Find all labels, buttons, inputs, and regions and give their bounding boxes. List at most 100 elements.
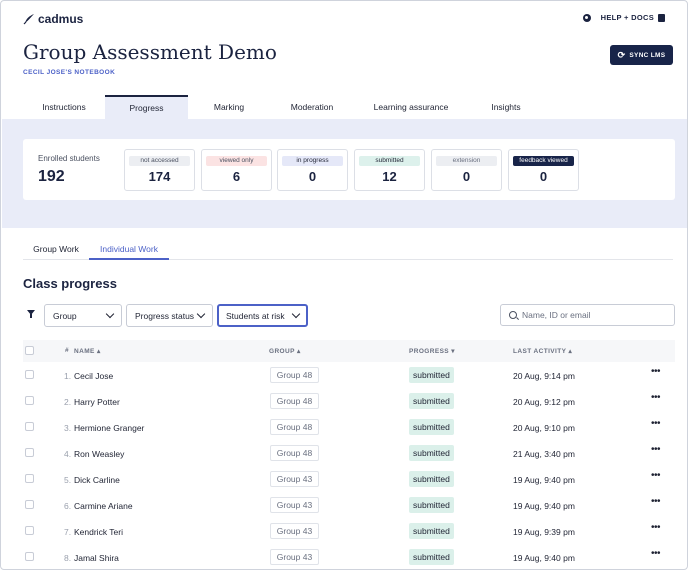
group-pill[interactable]: Group 48	[270, 367, 319, 383]
stat-label: not accessed	[129, 156, 190, 166]
col-last-activity[interactable]: LAST ACTIVITY ▴	[513, 347, 572, 355]
student-name[interactable]: Harry Potter	[74, 397, 120, 407]
row-checkbox[interactable]	[25, 552, 34, 561]
row-checkbox[interactable]	[25, 474, 34, 483]
header-actions: HELP + DOCS	[582, 13, 665, 22]
tab-marking[interactable]: Marking	[213, 102, 245, 112]
cadmus-logo[interactable]: cadmus	[23, 12, 83, 26]
last-activity: 20 Aug, 9:12 pm	[513, 397, 575, 407]
student-name[interactable]: Carmine Ariane	[74, 501, 133, 511]
group-pill[interactable]: Group 48	[270, 393, 319, 409]
group-pill[interactable]: Group 43	[270, 497, 319, 513]
notebook-link[interactable]: CECIL JOSE'S NOTEBOOK	[23, 69, 116, 76]
progress-status-pill: submitted	[409, 419, 454, 435]
more-actions-icon[interactable]: •••	[651, 418, 661, 429]
group-filter-dropdown[interactable]: Group	[44, 304, 122, 327]
tab-group-work[interactable]: Group Work	[33, 244, 79, 254]
table-row[interactable]: 3. Hermione Granger Group 48 submitted 2…	[23, 415, 675, 441]
search-input[interactable]	[522, 310, 662, 320]
group-pill[interactable]: Group 43	[270, 471, 319, 487]
student-name[interactable]: Cecil Jose	[74, 371, 114, 381]
chevron-down-icon	[196, 309, 206, 318]
table-row[interactable]: 8. Jamal Shira Group 43 submitted 19 Aug…	[23, 545, 675, 569]
more-actions-icon[interactable]: •••	[651, 496, 661, 507]
row-checkbox[interactable]	[25, 448, 34, 457]
stat-value: 0	[308, 169, 317, 184]
row-checkbox[interactable]	[25, 500, 34, 509]
stat-label: submitted	[359, 156, 420, 166]
stat-value: 0	[462, 169, 471, 184]
stat-submitted[interactable]: submitted 12	[354, 149, 425, 191]
table-row[interactable]: 7. Kendrick Teri Group 43 submitted 19 A…	[23, 519, 675, 545]
stat-feedback-viewed[interactable]: feedback viewed 0	[508, 149, 579, 191]
tab-moderation[interactable]: Moderation	[290, 102, 334, 112]
table-row[interactable]: 1. Cecil Jose Group 48 submitted 20 Aug,…	[23, 363, 675, 389]
row-checkbox[interactable]	[25, 396, 34, 405]
col-group[interactable]: GROUP ▴	[269, 347, 301, 355]
stat-label: in progress	[282, 156, 343, 166]
student-name[interactable]: Dick Carline	[74, 475, 120, 485]
students-at-risk-dropdown[interactable]: Students at risk	[217, 304, 308, 327]
row-checkbox[interactable]	[25, 370, 34, 379]
table-row[interactable]: 4. Ron Weasley Group 48 submitted 21 Aug…	[23, 441, 675, 467]
student-name[interactable]: Jamal Shira	[74, 553, 119, 563]
students-at-risk-label: Students at risk	[226, 310, 285, 321]
col-name[interactable]: NAME ▴	[74, 347, 101, 355]
table-row[interactable]: 6. Carmine Ariane Group 43 submitted 19 …	[23, 493, 675, 519]
tab-learning-assurance[interactable]: Learning assurance	[373, 102, 449, 112]
stat-not-accessed[interactable]: not accessed 174	[124, 149, 195, 191]
group-pill[interactable]: Group 43	[270, 549, 319, 565]
last-activity: 19 Aug, 9:40 pm	[513, 501, 575, 511]
help-docs-label: HELP + DOCS	[600, 13, 654, 22]
progress-status-pill: submitted	[409, 497, 454, 513]
progress-status-label: Progress status	[135, 310, 195, 321]
row-number: 7.	[64, 527, 72, 537]
settings-icon[interactable]	[582, 13, 591, 22]
table-header: # NAME ▴ GROUP ▴ PROGRESS ▾ LAST ACTIVIT…	[23, 340, 675, 362]
student-name[interactable]: Ron Weasley	[74, 449, 125, 459]
chevron-down-icon	[105, 309, 115, 318]
work-type-tabs: Group Work Individual Work	[23, 239, 673, 260]
sort-asc-icon: ▴	[96, 348, 101, 355]
stat-viewed-only[interactable]: viewed only 6	[201, 149, 272, 191]
student-search[interactable]	[500, 304, 675, 326]
stat-value: 6	[232, 169, 241, 184]
page-title: Group Assessment Demo	[23, 40, 277, 64]
group-pill[interactable]: Group 48	[270, 419, 319, 435]
cadmus-logo-icon	[23, 14, 34, 25]
row-checkbox[interactable]	[25, 526, 34, 535]
enrolled-students-label: Enrolled students	[38, 154, 100, 163]
filter-icon[interactable]	[27, 310, 35, 318]
last-activity: 20 Aug, 9:14 pm	[513, 371, 575, 381]
stat-extension[interactable]: extension 0	[431, 149, 502, 191]
progress-status-pill: submitted	[409, 471, 454, 487]
tab-progress[interactable]: Progress	[105, 95, 188, 119]
more-actions-icon[interactable]: •••	[651, 470, 661, 481]
col-progress[interactable]: PROGRESS ▾	[409, 347, 455, 355]
stat-in-progress[interactable]: in progress 0	[277, 149, 348, 191]
tab-insights[interactable]: Insights	[491, 102, 521, 112]
tab-individual-work[interactable]: Individual Work	[89, 239, 169, 260]
group-pill[interactable]: Group 48	[270, 445, 319, 461]
sync-lms-label: SYNC LMS	[629, 51, 666, 59]
group-pill[interactable]: Group 43	[270, 523, 319, 539]
student-name[interactable]: Hermione Granger	[74, 423, 145, 433]
col-group-label: GROUP	[269, 348, 295, 355]
student-name[interactable]: Kendrick Teri	[74, 527, 123, 537]
more-actions-icon[interactable]: •••	[651, 548, 661, 559]
tab-instructions[interactable]: Instructions	[42, 102, 86, 112]
more-actions-icon[interactable]: •••	[651, 522, 661, 533]
row-checkbox[interactable]	[25, 422, 34, 431]
sync-lms-button[interactable]: ⟳ SYNC LMS	[610, 45, 673, 65]
sort-asc-icon: ▴	[568, 348, 573, 355]
progress-status-pill: submitted	[409, 549, 454, 565]
more-actions-icon[interactable]: •••	[651, 392, 661, 403]
table-row[interactable]: 5. Dick Carline Group 43 submitted 19 Au…	[23, 467, 675, 493]
stat-value: 0	[539, 169, 548, 184]
help-docs-link[interactable]: HELP + DOCS	[601, 13, 665, 22]
more-actions-icon[interactable]: •••	[651, 366, 661, 377]
more-actions-icon[interactable]: •••	[651, 444, 661, 455]
table-row[interactable]: 2. Harry Potter Group 48 submitted 20 Au…	[23, 389, 675, 415]
progress-status-dropdown[interactable]: Progress status	[126, 304, 213, 327]
select-all-checkbox[interactable]	[25, 346, 34, 355]
